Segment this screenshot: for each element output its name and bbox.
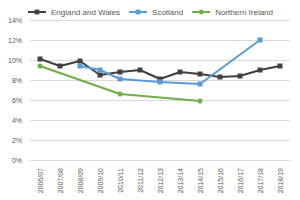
svg-text:4%: 4% — [12, 117, 22, 124]
svg-text:2014/15: 2014/15 — [197, 168, 204, 193]
svg-text:6%: 6% — [12, 97, 22, 104]
svg-text:8%: 8% — [12, 77, 22, 84]
svg-text:2010/11: 2010/11 — [117, 168, 124, 193]
svg-text:2016/17: 2016/17 — [237, 168, 244, 193]
svg-text:2008/09: 2008/09 — [77, 168, 84, 193]
svg-text:2012/13: 2012/13 — [157, 168, 164, 193]
svg-text:2007/08: 2007/08 — [57, 168, 64, 193]
svg-text:2%: 2% — [12, 137, 22, 144]
svg-text:Scotland: Scotland — [152, 8, 183, 17]
svg-text:England and Wales: England and Wales — [51, 8, 120, 17]
svg-text:2013/14: 2013/14 — [177, 168, 184, 193]
svg-text:2009/10: 2009/10 — [97, 168, 104, 193]
svg-text:2017/18: 2017/18 — [257, 168, 264, 193]
svg-text:10%: 10% — [8, 57, 22, 64]
svg-text:2018/19: 2018/19 — [277, 168, 284, 193]
svg-text:Northern Ireland: Northern Ireland — [215, 8, 273, 17]
svg-text:2011/12: 2011/12 — [137, 168, 144, 193]
svg-text:14%: 14% — [8, 17, 22, 24]
svg-text:0%: 0% — [12, 157, 22, 164]
svg-text:2006/07: 2006/07 — [37, 168, 44, 193]
svg-text:2015/16: 2015/16 — [217, 168, 224, 193]
svg-text:12%: 12% — [8, 37, 22, 44]
